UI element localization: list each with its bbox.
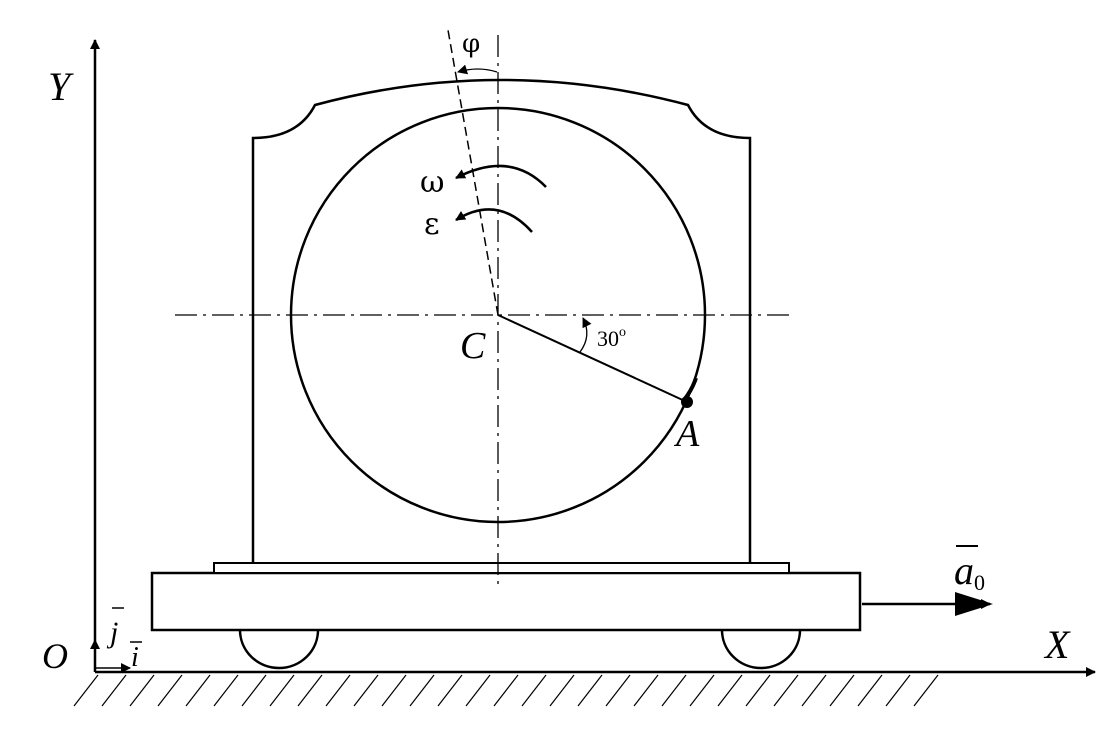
epsilon-arc-arrow — [455, 208, 533, 233]
y-axis-label: Y — [48, 64, 74, 109]
radius-ca — [497, 314, 688, 403]
ground-hatching — [73, 671, 1000, 707]
cart-base-plate — [213, 562, 790, 574]
point-a-label: A — [673, 413, 700, 455]
center-c-label: C — [460, 325, 486, 367]
angle-30-label: 30o — [597, 325, 626, 351]
rotation-reference-line — [447, 29, 499, 316]
left-wheel — [238, 629, 320, 670]
origin-label: O — [42, 636, 68, 676]
x-axis-label: X — [1043, 622, 1071, 667]
unit-j-label: j — [106, 616, 118, 649]
epsilon-label: ε — [424, 207, 440, 242]
angle-30-arc — [579, 317, 592, 353]
housing-frame — [251, 78, 752, 563]
phi-label: φ — [462, 29, 480, 59]
point-a — [681, 396, 693, 408]
phi-angle-arc — [457, 64, 498, 75]
acceleration-arrowhead — [955, 592, 993, 616]
omega-arc-arrow — [455, 164, 547, 188]
omega-label: ω — [420, 165, 444, 200]
acceleration-label: a0 — [954, 548, 985, 595]
unit-i-label: i — [131, 642, 139, 673]
right-wheel — [720, 629, 802, 670]
cart-platform — [150, 571, 862, 632]
